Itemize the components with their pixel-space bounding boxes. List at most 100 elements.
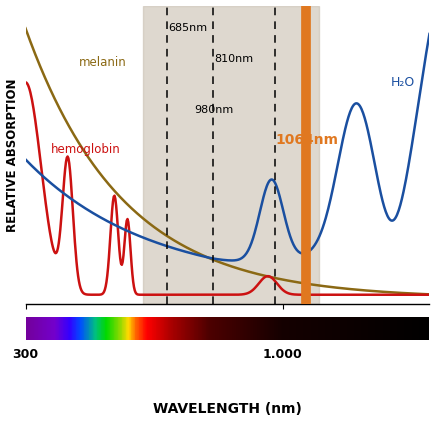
Bar [163, 316, 164, 340]
Bar [212, 316, 213, 340]
Bar [34, 316, 35, 340]
Bar [272, 316, 273, 340]
Bar [353, 316, 354, 340]
Bar [378, 316, 379, 340]
Bar [242, 316, 243, 340]
Bar [180, 316, 181, 340]
Bar [167, 316, 168, 340]
Bar [248, 316, 249, 340]
Bar [44, 316, 45, 340]
Bar [123, 316, 124, 340]
Bar [102, 316, 103, 340]
Bar [89, 316, 90, 340]
Bar [305, 316, 306, 340]
Bar [357, 316, 358, 340]
Bar [126, 316, 127, 340]
Bar [100, 316, 101, 340]
Bar [39, 316, 40, 340]
Bar [391, 316, 392, 340]
Bar [223, 316, 224, 340]
Bar [191, 316, 192, 340]
Bar [418, 316, 419, 340]
Bar [385, 316, 386, 340]
Bar [108, 316, 109, 340]
Bar [28, 316, 29, 340]
Bar [95, 316, 96, 340]
Bar [402, 316, 403, 340]
Bar [332, 316, 333, 340]
X-axis label: WAVELENGTH (nm): WAVELENGTH (nm) [153, 403, 301, 417]
Bar [301, 316, 302, 340]
Bar [356, 316, 357, 340]
Bar [166, 316, 167, 340]
Bar [155, 316, 156, 340]
Bar [217, 316, 218, 340]
Bar [350, 316, 351, 340]
Bar [316, 316, 317, 340]
Bar [368, 316, 369, 340]
Bar [72, 316, 73, 340]
Bar [360, 316, 361, 340]
Bar [329, 316, 330, 340]
Bar [99, 316, 100, 340]
Bar [349, 316, 350, 340]
Bar [271, 316, 272, 340]
Bar [245, 316, 246, 340]
Bar [290, 316, 291, 340]
Bar [280, 316, 281, 340]
Bar [390, 316, 391, 340]
Bar [138, 316, 139, 340]
Bar [213, 316, 214, 340]
Bar [31, 316, 32, 340]
Bar [365, 316, 366, 340]
Bar [199, 316, 200, 340]
Bar [246, 316, 247, 340]
Bar [260, 316, 261, 340]
Bar [162, 316, 163, 340]
Bar [203, 316, 204, 340]
Bar [320, 316, 321, 340]
Bar [134, 316, 135, 340]
Bar [250, 316, 251, 340]
Bar [259, 316, 260, 340]
Bar [231, 316, 232, 340]
Bar [243, 316, 244, 340]
Bar [201, 316, 202, 340]
Bar [116, 316, 117, 340]
Bar [338, 316, 339, 340]
Bar [315, 316, 316, 340]
Bar [265, 316, 266, 340]
Bar [383, 316, 384, 340]
Bar [113, 316, 114, 340]
Bar [81, 316, 82, 340]
Bar [256, 316, 257, 340]
Bar [340, 316, 341, 340]
Bar [38, 316, 39, 340]
Bar [221, 316, 222, 340]
Bar [417, 316, 418, 340]
Bar [206, 316, 207, 340]
Bar [142, 316, 143, 340]
Bar [331, 316, 332, 340]
Bar [146, 316, 147, 340]
Bar [300, 316, 301, 340]
Bar [106, 316, 107, 340]
Bar [208, 316, 209, 340]
Bar [125, 316, 126, 340]
Bar [101, 316, 102, 340]
Bar [59, 316, 60, 340]
Bar [337, 316, 338, 340]
Bar [388, 316, 389, 340]
Bar [68, 316, 69, 340]
Bar [129, 316, 130, 340]
Bar [408, 316, 409, 340]
Bar [345, 316, 346, 340]
Bar [420, 316, 421, 340]
Bar [343, 316, 344, 340]
Bar [205, 316, 206, 340]
Bar [224, 316, 225, 340]
Bar [75, 316, 76, 340]
Y-axis label: RELATIVE ABSORPTION: RELATIVE ABSORPTION [6, 78, 19, 232]
Bar [82, 316, 83, 340]
Bar [306, 316, 307, 340]
